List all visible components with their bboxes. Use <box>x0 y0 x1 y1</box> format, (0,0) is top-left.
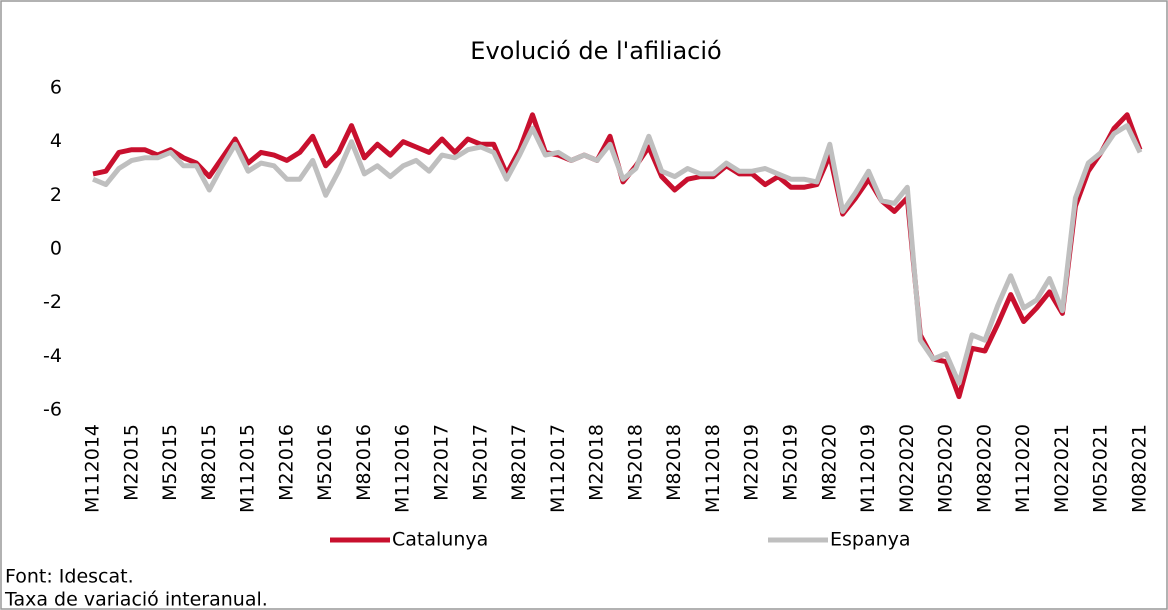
x-tick-label: M22019 <box>741 424 763 501</box>
x-tick-label: M082020 <box>973 424 995 513</box>
x-tick-label: M112014 <box>82 424 104 513</box>
x-tick-label: M112018 <box>702 424 724 513</box>
x-tick-label: M82015 <box>198 424 220 501</box>
y-tick-label: 0 <box>50 238 62 260</box>
x-tick-label: M82018 <box>663 424 685 501</box>
x-tick-label: M52016 <box>314 424 336 501</box>
y-tick-label: -4 <box>43 345 62 367</box>
x-tick-label: M112015 <box>237 424 259 513</box>
x-tick-label: M82016 <box>353 424 375 501</box>
x-tick-label: M22016 <box>275 424 297 501</box>
source-note: Font: Idescat. <box>5 566 134 588</box>
legend-label: Espanya <box>830 529 911 551</box>
x-tick-label: M22017 <box>431 424 453 501</box>
y-tick-label: 4 <box>50 130 62 152</box>
x-tick-label: M52018 <box>624 424 646 501</box>
y-tick-label: -6 <box>43 399 62 421</box>
x-tick-label: M112020 <box>1012 424 1034 513</box>
y-tick-label: 2 <box>50 184 62 206</box>
x-tick-label: M112017 <box>547 424 569 513</box>
x-tick-label: M022020 <box>896 424 918 513</box>
x-tick-label: M052020 <box>935 424 957 513</box>
legend-label: Catalunya <box>392 529 488 551</box>
x-tick-label: M052021 <box>1090 424 1112 513</box>
y-tick-label: 6 <box>50 77 62 99</box>
x-tick-label: M112016 <box>392 424 414 513</box>
x-tick-label: M22015 <box>120 424 142 501</box>
x-tick-label: M22018 <box>586 424 608 501</box>
x-tick-label: M52017 <box>469 424 491 501</box>
data-line <box>92 123 1143 386</box>
x-tick-label: M52019 <box>780 424 802 501</box>
y-tick-label: -2 <box>43 291 62 313</box>
x-tick-label: M022021 <box>1051 424 1073 513</box>
x-tick-label: M082021 <box>1129 424 1151 513</box>
x-tick-label: M112019 <box>857 424 879 513</box>
note: Taxa de variació interanual. <box>4 589 268 610</box>
chart-title: Evolució de l'afiliació <box>470 37 721 65</box>
x-tick-label: M82020 <box>818 424 840 501</box>
x-tick-label: M82017 <box>508 424 530 501</box>
x-tick-label: M52015 <box>159 424 181 501</box>
